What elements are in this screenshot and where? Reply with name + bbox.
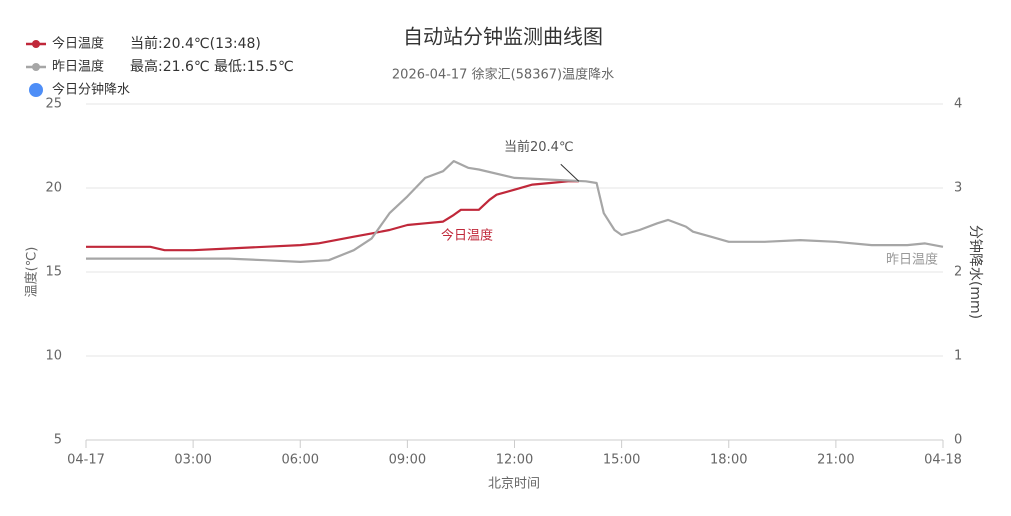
legend-note: 当前:20.4℃(13:48) bbox=[130, 35, 261, 52]
series-line bbox=[86, 160, 944, 263]
series-line bbox=[86, 180, 579, 252]
y-tick-label: 5 bbox=[54, 433, 62, 448]
y-tick-label: 10 bbox=[45, 349, 62, 364]
y-tick-label: 15 bbox=[45, 265, 62, 280]
legend-label: 昨日温度 bbox=[52, 59, 104, 75]
y-tick-label: 25 bbox=[45, 97, 62, 112]
x-tick-label: 18:00 bbox=[710, 453, 747, 468]
series-label: 昨日温度 bbox=[886, 252, 938, 268]
x-tick-label: 06:00 bbox=[282, 453, 319, 468]
chart-subtitle: 2026-04-17 徐家汇(58367)温度降水 bbox=[392, 67, 614, 83]
chart-title: 自动站分钟监测曲线图 bbox=[403, 25, 603, 49]
y2-axis-label: 分钟降水(mm) bbox=[967, 225, 984, 319]
x-tick-label: 12:00 bbox=[496, 453, 533, 468]
y2-tick-label: 1 bbox=[954, 349, 962, 364]
y2-tick-label: 4 bbox=[954, 97, 962, 112]
y2-tick-label: 3 bbox=[954, 181, 962, 196]
legend-note: 最高:21.6℃ 最低:15.5℃ bbox=[130, 58, 294, 75]
legend-marker bbox=[32, 40, 40, 48]
x-tick-label: 03:00 bbox=[174, 453, 211, 468]
y2-tick-label: 0 bbox=[954, 433, 962, 448]
annotation: 当前20.4℃ bbox=[504, 139, 574, 155]
y2-tick-label: 2 bbox=[954, 265, 962, 280]
y-axis-label: 温度(℃) bbox=[24, 247, 40, 298]
x-tick-label: 15:00 bbox=[603, 453, 640, 468]
x-tick-label: 04-18 bbox=[924, 453, 962, 468]
annotation-pointer bbox=[560, 163, 580, 182]
legend-label: 今日温度 bbox=[52, 36, 104, 52]
x-tick-label: 04-17 bbox=[67, 453, 105, 468]
legend-label: 今日分钟降水 bbox=[52, 82, 130, 98]
y-tick-label: 20 bbox=[45, 181, 62, 196]
legend-marker bbox=[29, 83, 43, 97]
legend-marker bbox=[32, 63, 40, 71]
x-tick-label: 09:00 bbox=[389, 453, 426, 468]
series-label: 今日温度 bbox=[441, 228, 493, 244]
x-axis-label: 北京时间 bbox=[488, 477, 540, 492]
x-tick-label: 21:00 bbox=[817, 453, 854, 468]
